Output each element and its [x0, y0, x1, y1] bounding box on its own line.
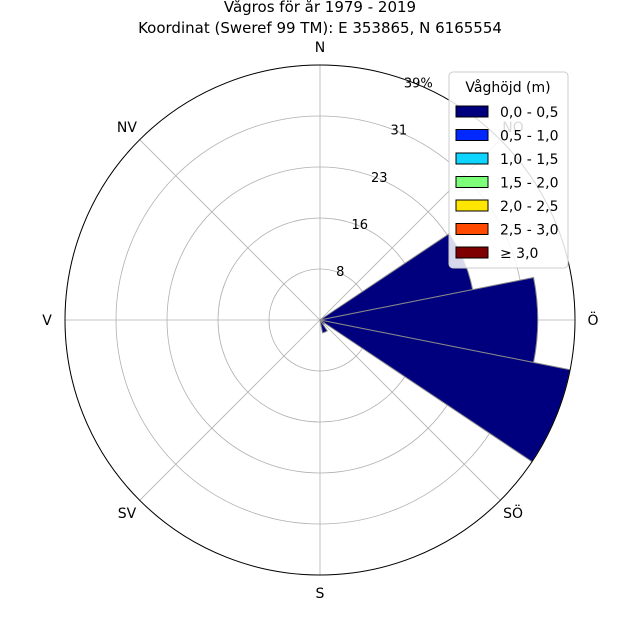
radial-tick-label: 8 [336, 265, 344, 280]
legend-swatch [455, 176, 489, 188]
radial-tick-label: 31 [391, 124, 408, 139]
legend-swatch [455, 129, 489, 141]
legend-label: 1,0 - 1,5 [500, 152, 558, 168]
legend-label: 1,5 - 2,0 [500, 176, 558, 192]
radial-tick-label: 23 [371, 171, 388, 186]
legend-label: 2,5 - 3,0 [500, 223, 558, 239]
legend-swatch [455, 199, 489, 212]
polar-frame [64, 64, 576, 576]
direction-label: S [316, 586, 325, 602]
radial-tick-label: 16 [352, 218, 369, 233]
legend-title: Våghöjd (m) [465, 79, 550, 96]
direction-label: SÖ [503, 504, 523, 522]
legend-label: ≥ 3,0 [500, 246, 538, 262]
legend-swatch [455, 152, 489, 165]
grid-spoke [139, 139, 321, 321]
outer-circle [64, 64, 576, 576]
radial-tick-label: 39% [404, 77, 433, 92]
grid-spoke [139, 319, 321, 501]
direction-label: N [315, 40, 325, 56]
rose-sectors [319, 232, 571, 463]
legend-swatch [455, 223, 489, 235]
chart-title-line1: Vågros för år 1979 - 2019 [224, 0, 416, 16]
legend-frame [448, 71, 569, 269]
legend-swatch [455, 105, 489, 118]
direction-label: SV [118, 506, 137, 522]
legend-label: 0,0 - 0,5 [500, 105, 558, 121]
legend-label: 0,5 - 1,0 [500, 129, 558, 145]
direction-label: Ö [587, 311, 598, 329]
grid-spoke [319, 319, 501, 501]
legend: Våghöjd (m) 0,0 - 0,5 0,5 - 1,0 1,0 - 1,5 1… [448, 71, 569, 269]
rose-sector [319, 319, 328, 334]
chart-title-line2: Koordinat (Sweref 99 TM): E 353865, N 61… [138, 19, 502, 37]
radial-tick-labels: 8 16 23 31 39% [336, 77, 433, 280]
legend-swatch [455, 246, 489, 259]
direction-label: V [42, 313, 52, 329]
legend-label: 2,0 - 2,5 [500, 199, 558, 215]
direction-label: NV [117, 120, 137, 136]
